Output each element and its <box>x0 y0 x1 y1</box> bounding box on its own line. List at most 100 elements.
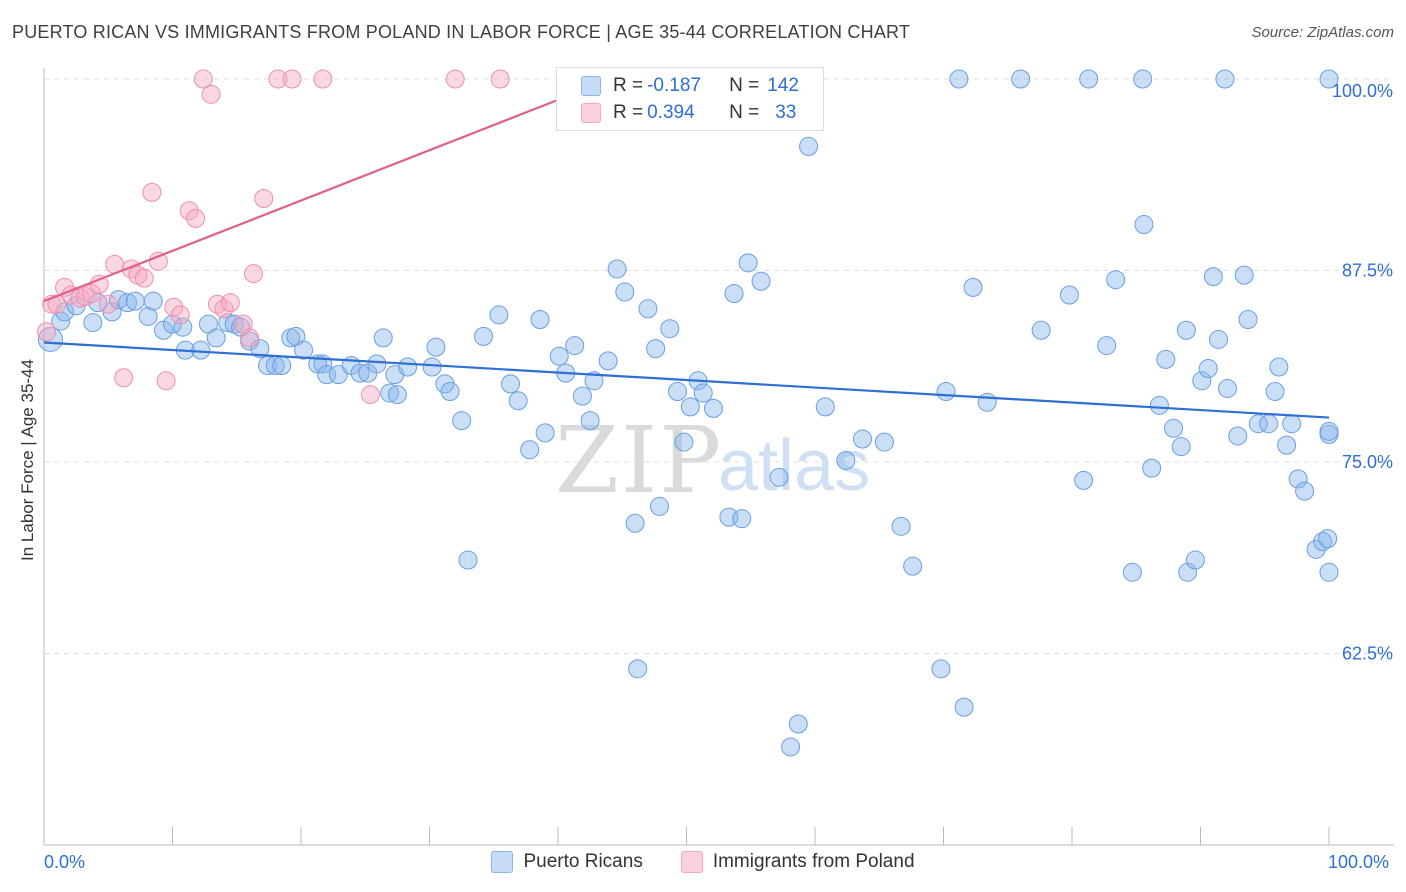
data-point <box>156 371 176 391</box>
data-point <box>1074 470 1094 490</box>
tick-labels: 62.5% 75.0% 87.5% 100.0% <box>1332 81 1393 664</box>
r-value: -0.187 <box>647 75 701 96</box>
data-point <box>598 351 618 371</box>
data-point <box>1319 562 1339 582</box>
axes <box>43 68 1394 846</box>
data-point <box>565 336 585 356</box>
data-point <box>638 299 658 319</box>
data-point <box>931 659 951 679</box>
data-point <box>489 305 509 325</box>
legend-label: Immigrants from Poland <box>712 851 915 872</box>
n-value: 142 <box>767 75 799 96</box>
data-point <box>1238 310 1258 330</box>
data-point <box>254 188 274 208</box>
data-point <box>328 365 348 385</box>
data-point <box>191 340 211 360</box>
data-point <box>1319 69 1339 89</box>
data-point <box>977 392 997 412</box>
chart-title: PUERTO RICAN VS IMMIGRANTS FROM POLAND I… <box>12 22 911 42</box>
data-point <box>1208 329 1228 349</box>
data-point <box>206 328 226 348</box>
data-point <box>1215 69 1235 89</box>
data-point <box>452 411 472 431</box>
data-point <box>1318 529 1338 549</box>
legend-item-immigrants-from-poland[interactable]: Immigrants from Poland <box>680 851 915 873</box>
r-label: R = <box>613 75 644 96</box>
y-tick-label: 100.0% <box>1332 81 1393 101</box>
data-point <box>660 319 680 339</box>
data-point <box>422 357 442 377</box>
data-point <box>83 313 103 333</box>
data-point <box>769 467 789 487</box>
data-point <box>243 264 263 284</box>
data-point <box>445 69 465 89</box>
legend-swatch-pink <box>680 851 703 873</box>
data-point <box>1164 418 1184 438</box>
correlation-legend: R = -0.187 N = 142 R = 0.394 N = 33 <box>556 67 824 131</box>
y-axis-title: In Labor Force | Age 35-44 <box>18 359 37 561</box>
data-point <box>1122 562 1142 582</box>
data-point <box>179 201 199 221</box>
data-point <box>668 382 688 402</box>
data-point <box>143 291 163 311</box>
data-point <box>398 357 418 377</box>
legend-swatch-blue <box>491 851 514 873</box>
data-point <box>891 516 911 536</box>
data-point <box>1248 414 1268 434</box>
data-point <box>272 355 292 375</box>
data-point <box>1178 562 1198 582</box>
data-point <box>732 509 752 529</box>
data-point <box>138 306 158 326</box>
data-point <box>1203 267 1223 287</box>
data-point <box>815 397 835 417</box>
data-point <box>1142 458 1162 478</box>
data-point <box>294 340 314 360</box>
data-point <box>1217 378 1237 398</box>
data-point <box>1319 421 1339 441</box>
data-point <box>799 136 819 156</box>
data-point <box>148 251 168 271</box>
data-point <box>853 429 873 449</box>
y-tick-label: 62.5% <box>1342 644 1393 664</box>
data-point <box>220 293 240 313</box>
data-point <box>373 328 393 348</box>
data-point <box>367 354 387 374</box>
data-point <box>1031 320 1051 340</box>
data-point <box>535 423 555 443</box>
data-point <box>426 337 446 357</box>
legend-item-puerto-ricans[interactable]: Puerto Ricans <box>491 851 643 873</box>
data-point <box>580 411 600 431</box>
data-point <box>530 310 550 330</box>
series-legend: Puerto Ricans Immigrants from Poland <box>0 851 1406 873</box>
y-tick-label: 75.0% <box>1342 452 1393 472</box>
data-point <box>680 397 700 417</box>
watermark-zip: ZIP <box>555 407 723 514</box>
data-point <box>1259 414 1279 434</box>
data-point <box>1156 349 1176 369</box>
data-point <box>646 339 666 359</box>
data-point <box>751 271 771 291</box>
trend-line-puerto-ricans <box>43 341 1330 419</box>
data-point <box>240 328 260 348</box>
x-tick-label-min: 0.0% <box>44 852 86 872</box>
data-point <box>173 317 193 337</box>
data-point <box>201 84 221 104</box>
data-point <box>1011 69 1031 89</box>
data-point <box>387 385 407 405</box>
watermark: ZIP atlas <box>555 407 870 514</box>
data-point <box>164 297 184 317</box>
data-point <box>1134 215 1154 235</box>
data-point <box>313 69 333 89</box>
y-tick-label: 87.5% <box>1342 261 1393 281</box>
data-point <box>874 432 894 452</box>
data-point <box>1176 320 1196 340</box>
data-point <box>650 496 670 516</box>
data-point <box>500 374 520 394</box>
data-point <box>1097 336 1117 356</box>
data-point <box>1149 395 1169 415</box>
data-point <box>724 283 744 303</box>
n-value: 33 <box>775 102 797 123</box>
data-point <box>1234 265 1254 285</box>
data-point <box>170 305 190 325</box>
